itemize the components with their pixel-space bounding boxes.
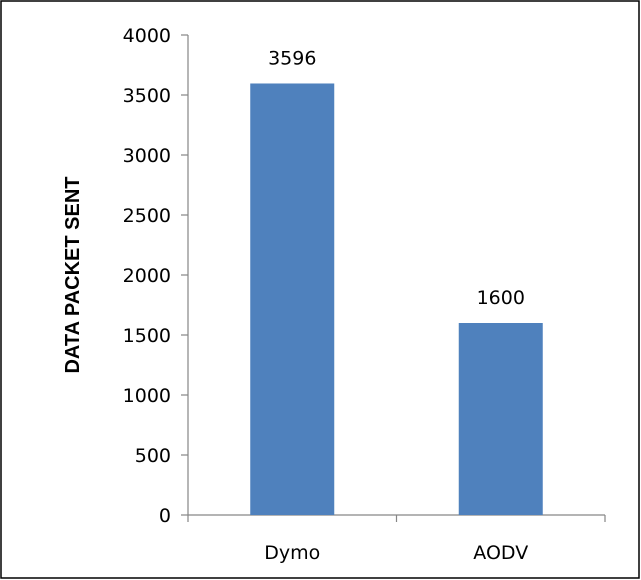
y-axis-title: DATA PACKET SENT xyxy=(62,176,84,373)
data-label-aodv: 1600 xyxy=(477,287,525,309)
y-tick-label: 3500 xyxy=(123,85,171,107)
y-tick-label: 2000 xyxy=(123,265,171,287)
y-tick-label: 2500 xyxy=(123,205,171,227)
x-category-label: AODV xyxy=(473,542,528,564)
y-tick-label: 1500 xyxy=(123,325,171,347)
data-label-dymo: 3596 xyxy=(268,47,316,69)
y-tick-label: 0 xyxy=(159,505,171,527)
y-tick-label: 1000 xyxy=(123,385,171,407)
bar-aodv xyxy=(458,323,543,515)
plot-area: 0 500 1000 1500 2000 2500 3000 3500 4000 3596 Dymo… xyxy=(123,25,606,564)
y-tick-label: 500 xyxy=(135,445,171,467)
x-category-label: Dymo xyxy=(264,542,320,564)
bar-dymo xyxy=(250,83,335,515)
y-tick-label: 4000 xyxy=(123,25,171,47)
y-tick-label: 3000 xyxy=(123,145,171,167)
